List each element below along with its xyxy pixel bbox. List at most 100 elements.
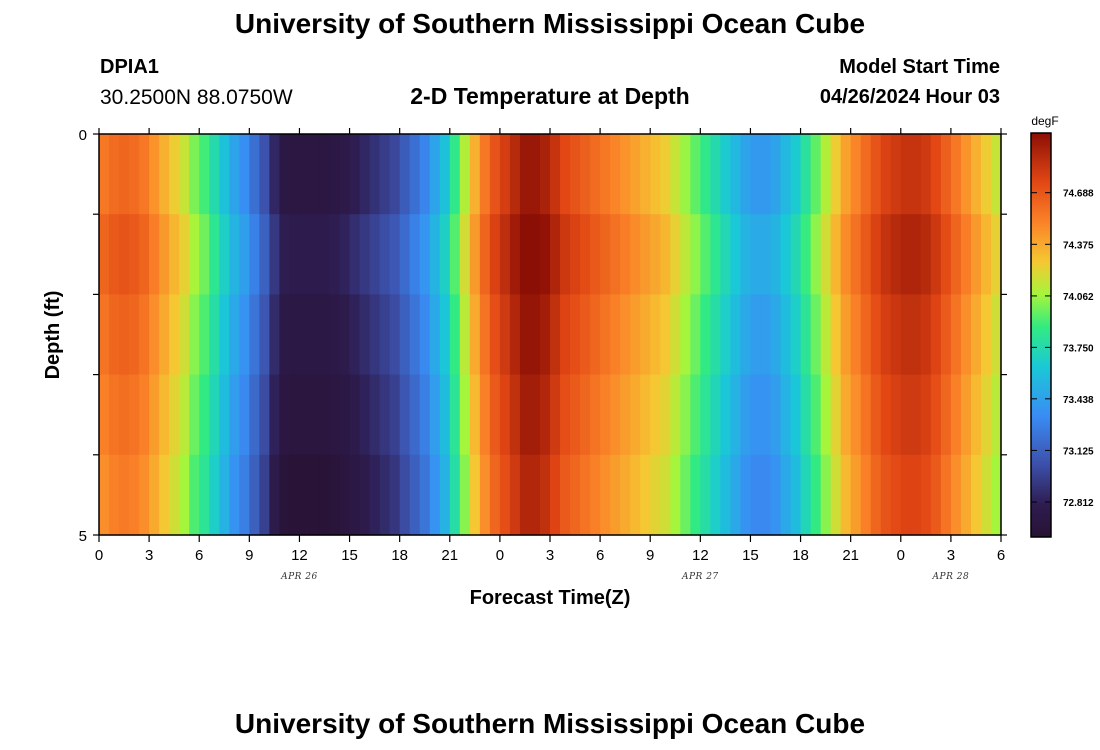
heatmap-cell xyxy=(429,294,441,376)
heatmap-cell xyxy=(369,294,381,376)
heatmap-cell xyxy=(920,454,932,536)
heatmap-cell xyxy=(509,294,521,376)
heatmap-cell xyxy=(800,134,812,215)
heatmap-cell xyxy=(840,294,852,376)
heatmap-cell xyxy=(720,454,731,536)
heatmap-cell xyxy=(730,134,742,215)
heatmap-cell xyxy=(990,294,1002,376)
heatmap-cell xyxy=(560,454,571,536)
heatmap-cell xyxy=(590,454,601,536)
heatmap-cell xyxy=(119,294,130,376)
heatmap-cell xyxy=(529,374,541,456)
heatmap-cell xyxy=(860,294,872,376)
heatmap-cell xyxy=(980,374,992,456)
heatmap-cell xyxy=(149,294,160,376)
heatmap-cell xyxy=(990,374,1002,456)
heatmap-cell xyxy=(920,294,932,376)
heatmap-cell xyxy=(760,214,772,295)
heatmap-cell xyxy=(700,454,711,536)
heatmap-cell xyxy=(269,134,280,215)
heatmap-cell xyxy=(539,134,551,215)
heatmap-cell xyxy=(329,454,341,536)
heatmap-cell xyxy=(409,454,421,536)
heatmap-cell xyxy=(660,134,671,215)
heatmap-cell xyxy=(950,294,962,376)
heatmap-cell xyxy=(359,454,371,536)
heatmap-cell xyxy=(349,214,361,295)
x-tick-label: 9 xyxy=(245,547,253,564)
heatmap-cell xyxy=(249,214,260,295)
heatmap-cell xyxy=(279,214,291,295)
heatmap-cell xyxy=(980,214,992,295)
heatmap-cell xyxy=(539,454,551,536)
heatmap-cell xyxy=(289,214,301,295)
colorbar-tick-label: 72.812 xyxy=(1063,498,1094,509)
heatmap-cell xyxy=(850,374,862,456)
heatmap-cell xyxy=(329,134,341,215)
heatmap-cell xyxy=(580,134,591,215)
heatmap-cell xyxy=(870,134,882,215)
heatmap-cell xyxy=(980,134,992,215)
heatmap-cell xyxy=(249,374,260,456)
heatmap-cell xyxy=(960,374,972,456)
heatmap-cell xyxy=(229,454,240,536)
heatmap-cell xyxy=(690,454,701,536)
heatmap-cell xyxy=(299,454,311,536)
heatmap-cell xyxy=(489,214,501,295)
heatmap-cell xyxy=(329,374,341,456)
heatmap-cell xyxy=(750,134,762,215)
heatmap-cell xyxy=(539,374,551,456)
heatmap-cell xyxy=(239,214,250,295)
heatmap-cell xyxy=(319,374,331,456)
heatmap-cell xyxy=(409,294,421,376)
heatmap-cell xyxy=(660,374,671,456)
model-start-label: Model Start Time xyxy=(839,56,1000,78)
heatmap-cell xyxy=(710,134,721,215)
heatmap-cell xyxy=(499,374,511,456)
heatmap-cell xyxy=(710,374,721,456)
heatmap-cell xyxy=(209,214,220,295)
heatmap-cell xyxy=(229,134,240,215)
heatmap-cell xyxy=(499,214,511,295)
heatmap-cell xyxy=(640,214,651,295)
heatmap-cell xyxy=(850,454,862,536)
heatmap-cell xyxy=(650,134,661,215)
heatmap-cell xyxy=(890,454,902,536)
heatmap-cell xyxy=(700,214,711,295)
heatmap-cell xyxy=(539,294,551,376)
heatmap-cell xyxy=(289,294,301,376)
heatmap-cell xyxy=(479,374,491,456)
heatmap-cell xyxy=(149,454,160,536)
heatmap-cell xyxy=(169,214,180,295)
heatmap-cell xyxy=(149,374,160,456)
heatmap-cell xyxy=(369,214,381,295)
heatmap-cell xyxy=(189,214,200,295)
heatmap-cell xyxy=(550,454,561,536)
heatmap-cell xyxy=(640,134,651,215)
heatmap-cell xyxy=(640,454,651,536)
colorbar-tick-label: 74.688 xyxy=(1063,189,1094,200)
heatmap-cell xyxy=(770,454,782,536)
heatmap-cell xyxy=(550,374,561,456)
heatmap-cell xyxy=(960,294,972,376)
heatmap-cell xyxy=(650,294,661,376)
heatmap-cell xyxy=(730,454,742,536)
heatmap-cell xyxy=(239,294,250,376)
colorbar-gradient xyxy=(1030,132,1052,538)
heatmap-cell xyxy=(870,454,882,536)
heatmap-cell xyxy=(319,214,331,295)
heatmap-cell xyxy=(600,134,611,215)
heatmap-cell xyxy=(870,214,882,295)
heatmap-cell xyxy=(119,134,130,215)
heatmap-cell xyxy=(449,214,461,295)
x-tick-label: 3 xyxy=(546,547,554,564)
heatmap-cell xyxy=(710,294,721,376)
heatmap-cell xyxy=(389,294,401,376)
heatmap-cell xyxy=(189,454,200,536)
heatmap-cell xyxy=(309,134,321,215)
heatmap-cell xyxy=(129,214,140,295)
heatmap-cell xyxy=(810,454,822,536)
heatmap-cell xyxy=(429,454,441,536)
heatmap-cell xyxy=(900,134,912,215)
heatmap-cell xyxy=(219,134,230,215)
